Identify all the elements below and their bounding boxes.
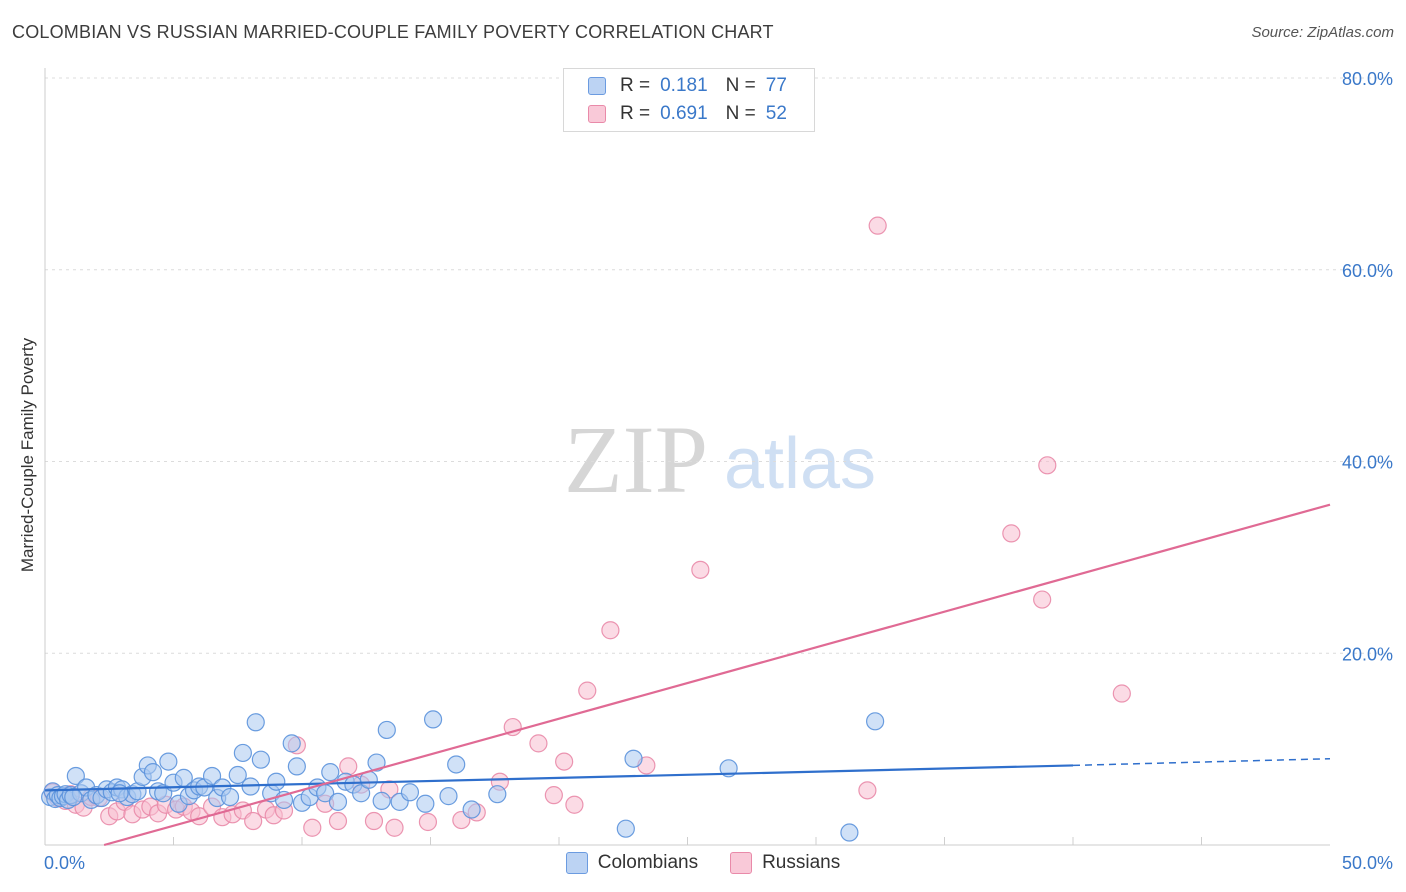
stats-r-value: 0.691: [660, 103, 708, 124]
colombian-point: [372, 791, 391, 810]
russian-point: [244, 811, 263, 831]
russian-point: [385, 818, 404, 837]
colombian-point: [246, 713, 265, 732]
colombian-point: [439, 787, 458, 806]
colombians-swatch-icon: [588, 77, 606, 95]
russian-point: [328, 811, 348, 831]
legend-label-colombians: Colombians: [597, 852, 699, 873]
colombian-point: [616, 819, 635, 838]
legend-item-russians[interactable]: Russians: [730, 852, 840, 874]
colombian-point: [447, 755, 466, 774]
stats-box: R = 0.181 N = 77 R = 0.691 N = 52: [563, 68, 815, 132]
russian-point: [565, 795, 584, 814]
chart-title: COLOMBIAN VS RUSSIAN MARRIED-COUPLE FAMI…: [12, 22, 774, 42]
colombian-point: [423, 710, 443, 729]
colombian-point: [624, 749, 643, 768]
colombian-point: [321, 763, 340, 782]
russian-point: [544, 786, 563, 805]
colombian-point: [159, 752, 178, 771]
x-tick-label: 50.0%: [1342, 853, 1393, 873]
colombian-point: [233, 743, 252, 763]
colombian-point: [328, 792, 348, 811]
colombian-point: [287, 757, 306, 776]
colombian-point: [143, 763, 163, 782]
colombian-point: [488, 785, 507, 804]
colombian-point: [866, 712, 885, 731]
russian-point: [303, 818, 322, 837]
stats-n-label: N =: [725, 103, 756, 124]
colombian-point: [64, 787, 83, 807]
colombian-point: [267, 772, 286, 791]
colombian-point: [282, 734, 301, 753]
russians-legend-icon: [730, 852, 753, 874]
colombian-point: [400, 783, 420, 802]
colombian-point: [202, 766, 222, 786]
watermark-atlas: atlas: [724, 424, 876, 504]
stats-r-label: R =: [620, 75, 651, 96]
x-tick-label: 0.0%: [44, 853, 85, 873]
colombian-point: [251, 750, 270, 769]
legend-label-russians: Russians: [762, 852, 841, 873]
russian-point: [555, 752, 574, 771]
russian-point: [691, 560, 710, 579]
colombian-point: [462, 800, 481, 819]
colombian-point: [228, 765, 247, 785]
stats-row-colombians: R = 0.181 N = 77: [588, 73, 787, 99]
stats-n-value: 77: [765, 75, 787, 96]
legend-item-colombians[interactable]: Colombians: [565, 852, 699, 874]
russian-point: [1033, 590, 1052, 609]
colombian-point: [110, 784, 129, 803]
colombian-point: [66, 766, 85, 786]
y-tick-label: 60.0%: [1342, 261, 1393, 281]
colombians-trend-extension: [1072, 757, 1331, 767]
colombian-point: [840, 823, 859, 842]
russian-point: [529, 734, 548, 753]
russian-point: [364, 811, 384, 831]
watermark-zip: ZIP: [564, 406, 708, 513]
russians-trend-line: [103, 503, 1331, 847]
russian-point: [418, 812, 438, 832]
colombian-point: [220, 787, 240, 807]
russian-point: [1002, 524, 1021, 543]
russian-point: [1112, 684, 1131, 703]
y-tick-label: 80.0%: [1342, 69, 1393, 89]
stats-r-label: R =: [620, 103, 651, 124]
colombian-point: [377, 720, 396, 740]
stats-r-value: 0.181: [660, 75, 708, 96]
legend: Colombians Russians: [0, 852, 1406, 874]
watermark: ZIP atlas: [564, 406, 876, 513]
colombians-trend-line: [44, 764, 1074, 792]
russian-point: [339, 757, 358, 776]
russians-swatch-icon: [588, 105, 606, 123]
stats-n-label: N =: [725, 75, 756, 96]
colombian-point: [416, 794, 435, 813]
russian-point: [578, 681, 597, 700]
colombian-point: [719, 759, 738, 778]
colombian-point: [367, 753, 386, 772]
y-tick-label: 40.0%: [1342, 453, 1393, 473]
colombians-legend-icon: [565, 852, 588, 874]
y-tick-label: 20.0%: [1342, 644, 1393, 664]
russian-point: [1038, 456, 1057, 475]
stats-row-russians: R = 0.691 N = 52: [588, 101, 787, 127]
russian-point: [868, 216, 887, 235]
stats-n-value: 52: [765, 103, 787, 124]
russian-point: [858, 781, 877, 800]
source-label: Source: ZipAtlas.com: [1251, 24, 1394, 41]
colombian-point: [352, 784, 371, 803]
russian-point: [601, 621, 620, 640]
